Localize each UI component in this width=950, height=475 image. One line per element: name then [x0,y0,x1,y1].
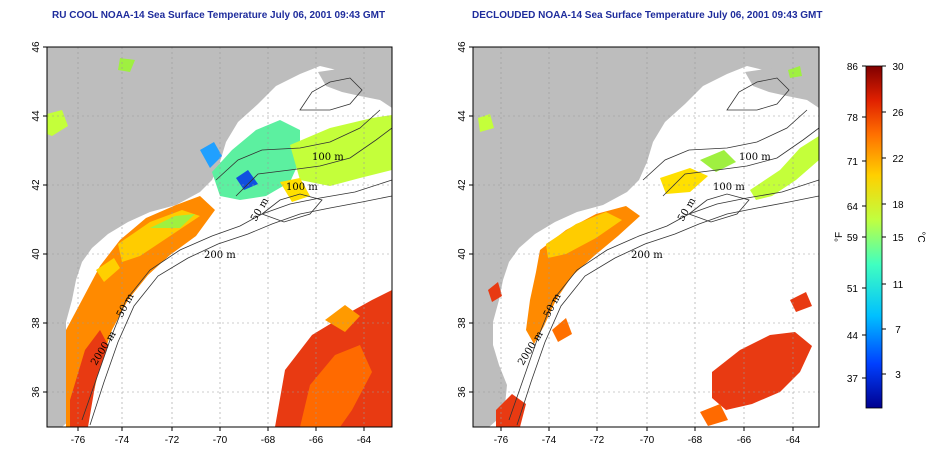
lat-tick-right-0: 46 [457,41,468,53]
colorbar-c-tick-4: 15 [892,233,904,244]
lon-tick-left-2: -72 [165,435,180,446]
lon-tick-right-4: -68 [688,435,703,446]
colorbar-c-tick-5: 11 [893,280,904,291]
colorbar-f-tick-2: 71 [847,157,859,168]
lon-tick-left-4: -68 [261,435,276,446]
lon-tick-left-6: -64 [357,435,372,446]
sst-gulf-maine-left [212,120,300,200]
colorbar-c-tick-6: 7 [895,325,901,336]
lon-tick-right-5: -66 [737,435,752,446]
lat-tick-left-4: 38 [31,317,42,329]
lon-tick-left-5: -66 [309,435,324,446]
contour-label-100m-b-right: 100 m [713,182,745,193]
colorbar-f-tick-5: 51 [847,284,859,295]
lat-tick-left-3: 40 [31,248,42,260]
lon-tick-right-1: -74 [542,435,557,446]
contour-label-200m-right: 200 m [631,250,663,261]
title-right: DECLOUDED NOAA-14 Sea Surface Temperatur… [472,10,823,21]
lon-tick-left-0: -76 [71,435,86,446]
lat-tick-left-2: 42 [31,179,42,191]
contour-label-100m-b: 100 m [286,182,318,193]
lat-tick-left-0: 46 [31,41,42,53]
lon-tick-right-0: -76 [494,435,509,446]
lat-tick-left-5: 36 [31,386,42,398]
colorbar-c-tick-0: 30 [892,62,904,73]
lat-tick-right-2: 42 [457,179,468,191]
colorbar-f-tick-4: 59 [847,233,859,244]
grid-right [473,47,819,427]
contour-label-100m-a-right: 100 m [739,152,771,163]
lat-tick-right-1: 44 [457,110,468,122]
colorbar-f-tick-7: 37 [847,374,859,385]
map-right: 100 m 100 m 50 m 200 m 50 m 2000 m -76 -… [457,41,820,446]
land-nova-scotia-right [745,54,819,108]
colorbar-c-tick-1: 26 [892,108,904,119]
colorbar-f-tick-0: 86 [847,62,859,73]
lon-tick-left-1: -74 [115,435,130,446]
lat-tick-right-3: 40 [457,248,468,260]
colorbar-c-tick-2: 22 [892,154,904,165]
colorbar-c-tick-3: 18 [892,200,904,211]
sst-gulf-maine-right [750,136,819,200]
colorbar-f-tick-3: 64 [847,202,859,213]
lon-tick-right-6: -64 [786,435,801,446]
lat-tick-right-4: 38 [457,317,468,329]
land-nova-scotia-left [318,54,392,108]
contour-label-200m: 200 m [204,250,236,261]
lat-tick-right-5: 36 [457,386,468,398]
lat-tick-left-1: 44 [31,110,42,122]
lon-tick-right-3: -70 [640,435,655,446]
land-right [473,47,819,427]
lon-tick-left-3: -70 [213,435,228,446]
lon-tick-right-2: -72 [590,435,605,446]
colorbar-c-tick-7: 3 [895,370,901,381]
colorbar-gradient [865,65,883,409]
contours-right [508,77,819,426]
sst-warm-right [712,332,812,410]
colorbar-f-tick-1: 78 [847,113,859,124]
grid-left [47,47,392,427]
colorbar-unit-c: °C [915,231,926,242]
land-left [47,47,392,427]
title-left: RU COOL NOAA-14 Sea Surface Temperature … [52,10,386,21]
map-left: 100 m 100 m 50 m 200 m 50 m 2000 m -76 -… [31,41,393,446]
colorbar-f-tick-6: 44 [847,331,859,342]
contour-label-100m-a: 100 m [312,152,344,163]
frame-right [472,46,820,428]
colorbar: 86 78 71 64 59 51 44 37 30 26 22 18 15 1… [834,62,926,409]
contours-left [81,77,392,426]
colorbar-unit-f: °F [834,232,845,242]
